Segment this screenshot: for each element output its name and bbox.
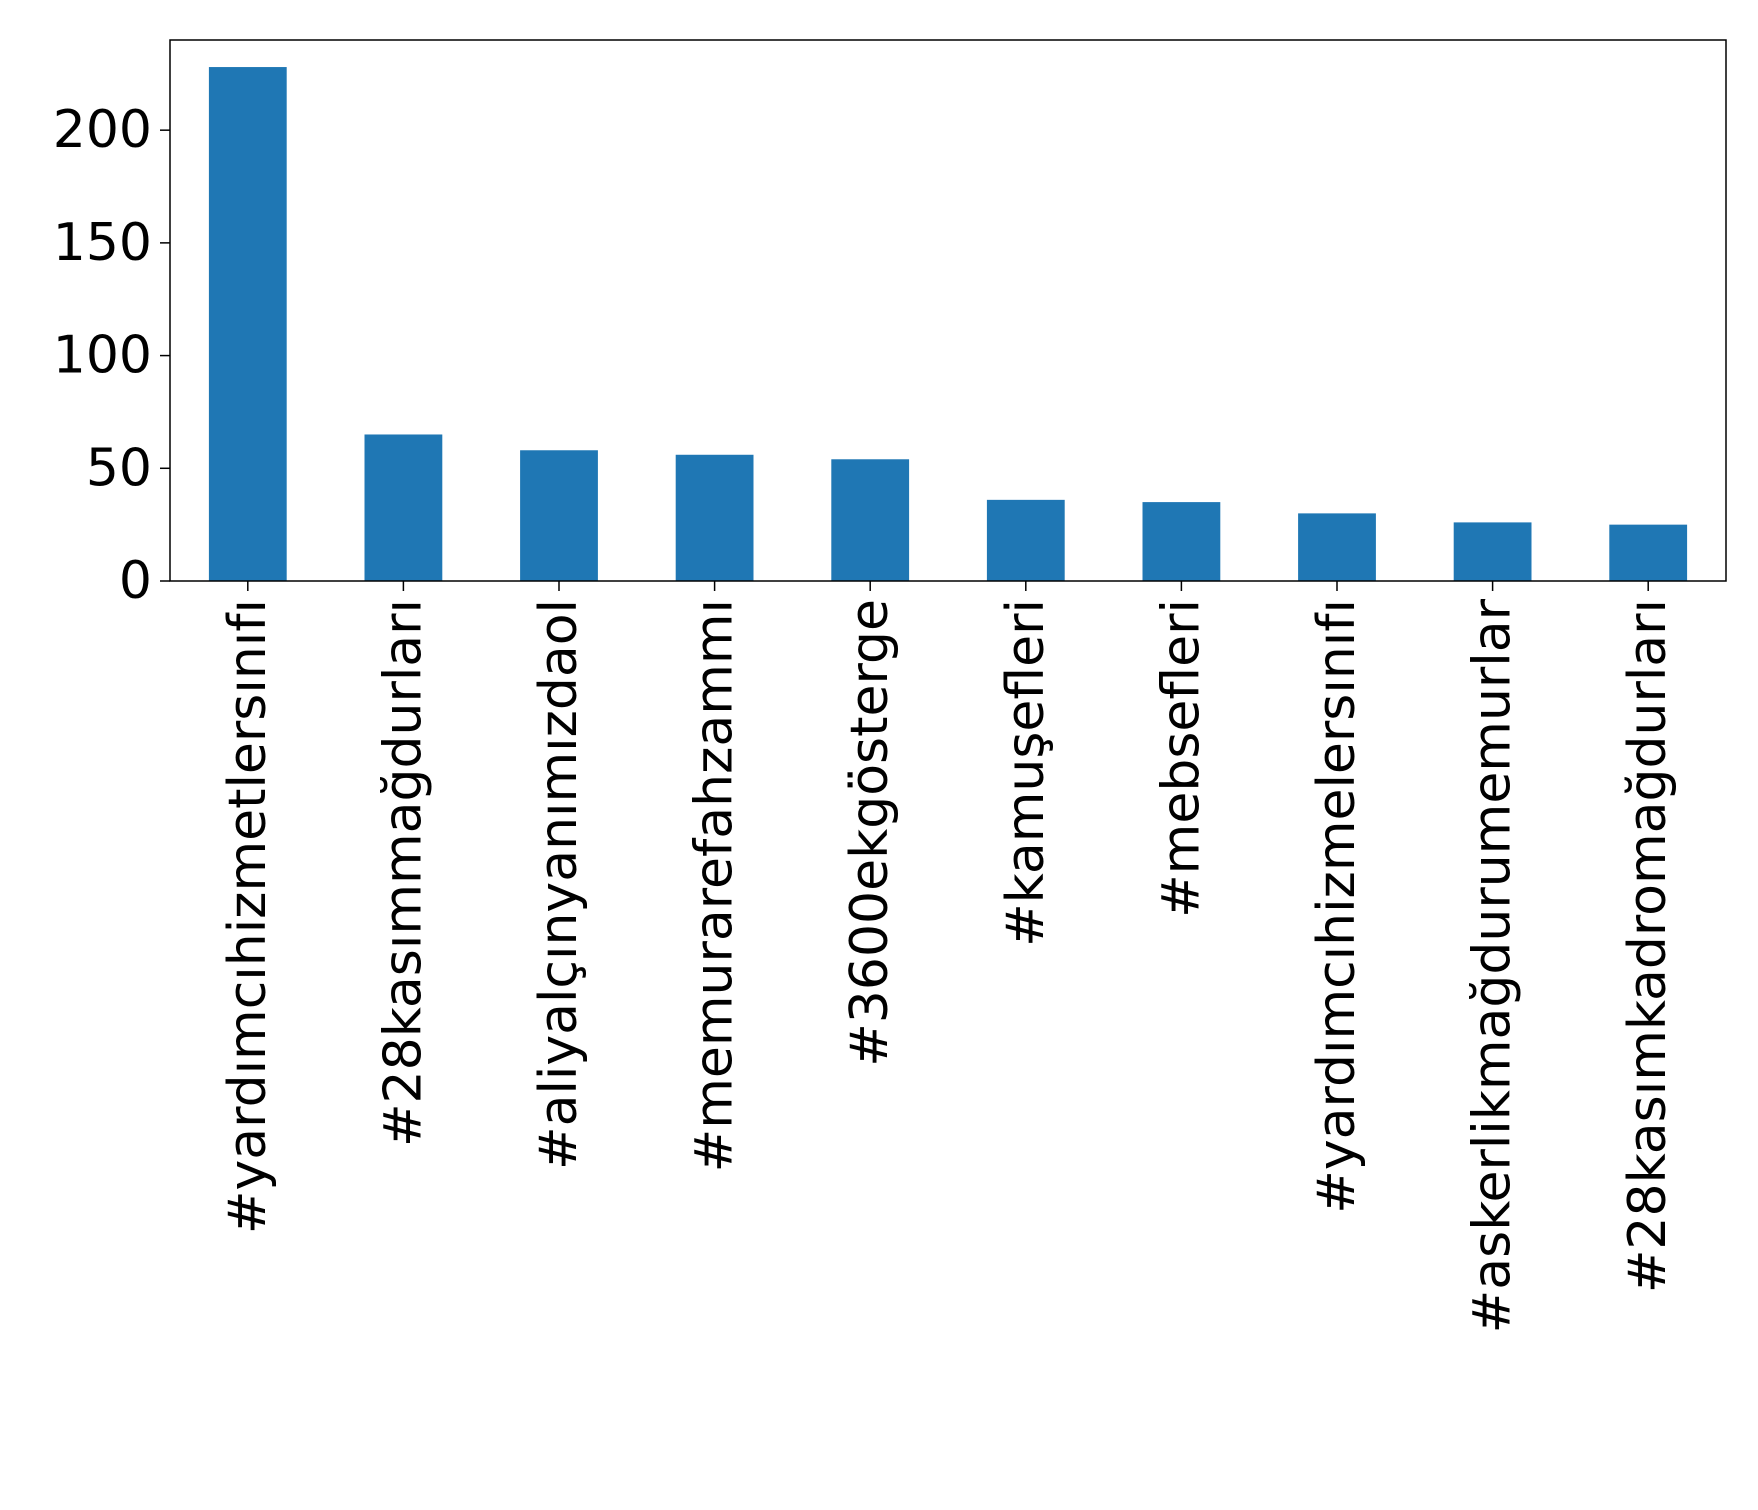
y-axis: 0 50 100 150 200	[53, 100, 170, 611]
bar-8	[1298, 513, 1376, 581]
x-tick-label-2: #28kasımmağdurları	[373, 599, 433, 1147]
bar-2	[364, 434, 443, 581]
x-tick-label-3: #aliyalçınyanımızdaol	[529, 599, 589, 1170]
bar-6	[986, 499, 1065, 581]
bar-1	[208, 67, 287, 582]
y-tick-label-0: 0	[119, 551, 152, 611]
y-tick-label-100: 100	[53, 326, 152, 386]
bar-10	[1609, 524, 1688, 581]
x-tick-label-4: #memurarefahzammı	[685, 599, 745, 1172]
y-tick-label-150: 150	[53, 213, 152, 273]
bar-4	[675, 454, 754, 581]
y-tick-label-50: 50	[86, 438, 152, 498]
bar-7	[1142, 502, 1221, 581]
x-tick-label-5: #3600ekgösterge	[840, 599, 900, 1067]
bar-5	[831, 459, 910, 581]
x-tick-label-1: #yardımcıhizmetlersınıfı	[218, 599, 278, 1234]
x-tick-label-10: #28kasımkadromağdurları	[1618, 599, 1678, 1293]
x-axis: #yardımcıhizmetlersınıfı #28kasımmağdurla…	[218, 581, 1678, 1333]
x-tick-label-9: #askerlikmağdurumemurlar	[1463, 598, 1523, 1333]
plot-frame	[169, 39, 1727, 582]
bar-3	[520, 450, 598, 581]
y-tick-label-200: 200	[53, 100, 152, 160]
x-tick-label-8: #yardımcıhizmelersınıfı	[1307, 599, 1367, 1214]
x-tick-label-6: #kamuşefleri	[996, 599, 1056, 947]
bar-9	[1453, 522, 1532, 581]
x-tick-label-7: #mebsefleri	[1151, 599, 1211, 918]
bars-group	[208, 67, 1688, 582]
